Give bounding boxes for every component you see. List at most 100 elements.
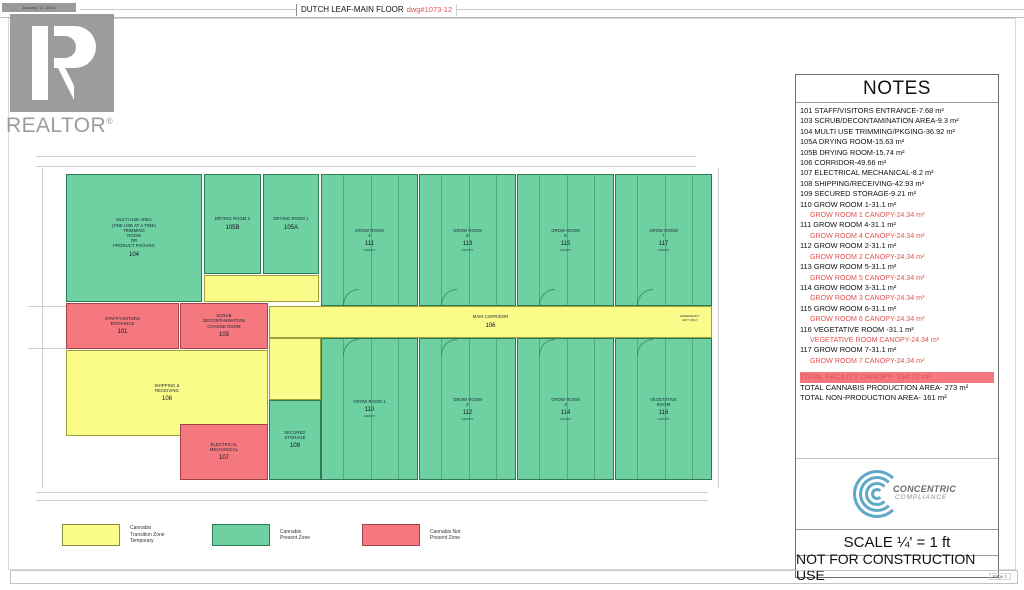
room-partition-line bbox=[441, 339, 443, 479]
legend-label-line: Cannabis bbox=[130, 525, 152, 532]
dimension-line-bottom-2 bbox=[36, 500, 708, 501]
scale-note: SCALE ¼' = 1 ft bbox=[796, 530, 998, 556]
room-103[interactable]: SCRUB DECONTAMINATION CHANGE ROOM 103 bbox=[180, 303, 268, 349]
room-105A[interactable]: DRYING ROOM 1 105A bbox=[263, 174, 319, 274]
page-footer-strip: Page 1 bbox=[10, 570, 1018, 584]
dimension-line-bottom bbox=[36, 492, 708, 493]
room-partition-line bbox=[539, 339, 541, 479]
room-partition-line bbox=[370, 339, 372, 479]
note-room: 112 GROW ROOM 2-31.1 m² bbox=[800, 241, 897, 251]
room-partition-line bbox=[691, 175, 693, 305]
room-109[interactable]: SECURED STORAGE 109 bbox=[269, 400, 321, 480]
exterior-entry-walk bbox=[28, 306, 66, 307]
note-room: 109 SECURED STORAGE-9.21 m² bbox=[800, 189, 917, 199]
room-label: MAIN CORRIDOR bbox=[472, 314, 509, 320]
drawing-header-bar: January 11, 2021 DUTCH LEAF-MAIN FLOOR dw… bbox=[0, 0, 1024, 18]
room-partition-line bbox=[664, 339, 666, 479]
room-label: VEGETATIVE ROOM bbox=[650, 396, 677, 407]
note-canopy: VEGETATIVE ROOM CANOPY-24.34 m² bbox=[810, 335, 940, 344]
canopy-label: CANOPY bbox=[657, 248, 670, 252]
note-room: 117 GROW ROOM 7-31.1 m² bbox=[800, 345, 897, 355]
room-107[interactable]: ELECTRICAL MECHANICAL 107 bbox=[180, 424, 268, 480]
note-canopy: GROW ROOM 7 CANOPY-24.34 m² bbox=[810, 356, 925, 365]
room-partition-line bbox=[495, 339, 497, 479]
realtor-wordmark: REALTOR® bbox=[6, 114, 130, 138]
room-number: 116 bbox=[658, 410, 669, 416]
canopy-label: CANOPY bbox=[461, 248, 474, 252]
room-108[interactable]: SHIPPING & RECEIVING 108 bbox=[66, 350, 268, 436]
door-swing-arc bbox=[539, 339, 556, 355]
note-room: 106 CORRIDOR-49.66 m² bbox=[800, 158, 887, 168]
note-total: TOTAL CANNABIS PRODUCTION AREA- 273 m² bbox=[800, 382, 969, 392]
canopy-label: CANOPY bbox=[559, 248, 572, 252]
room-label: GROW ROOM 1 bbox=[353, 399, 386, 405]
floor-plan-drawing: MULTI USE AREA (ONE USE AT A TIME) TRIMM… bbox=[28, 148, 728, 508]
note-canopy: GROW ROOM 6 CANOPY-24.34 m² bbox=[810, 315, 925, 324]
room-label: DRYING ROOM 2 bbox=[214, 216, 251, 222]
room-label: MULTI USE AREA (ONE USE AT A TIME) TRIMM… bbox=[111, 217, 157, 249]
drawing-number: dwg#1073-12 bbox=[406, 5, 453, 14]
legend-label-line: Transition Zone bbox=[130, 531, 165, 538]
room-corr-top[interactable] bbox=[204, 275, 319, 302]
note-room: 104 MULTI USE TRIMMING/PKGING-36.92 m² bbox=[800, 126, 955, 136]
logo-arc-inner bbox=[865, 482, 889, 506]
room-number: 114 bbox=[560, 410, 571, 416]
room-partition-line bbox=[441, 175, 443, 305]
dimension-line-top bbox=[36, 156, 696, 157]
room-number: 108 bbox=[161, 396, 172, 403]
note-canopy: GROW ROOM 1 CANOPY-24.34 m² bbox=[810, 211, 925, 220]
room-117[interactable]: GROW ROOM 7 117 CANOPY bbox=[615, 174, 712, 306]
room-partition-line bbox=[637, 339, 639, 479]
legend-label: Cannabis Present Zone bbox=[280, 529, 310, 542]
room-113[interactable]: GROW ROOM 5 113 CANOPY bbox=[419, 174, 516, 306]
room-114[interactable]: GROW ROOM 3 114 CANOPY bbox=[517, 338, 614, 480]
legend-label: Cannabis Transition Zone Temporary bbox=[130, 525, 165, 545]
room-115[interactable]: GROW ROOM 6 115 CANOPY bbox=[517, 174, 614, 306]
room-111[interactable]: GROW ROOM 4 111 CANOPY bbox=[321, 174, 418, 306]
room-106[interactable]: MAIN CORRIDOR 106 bbox=[269, 306, 712, 338]
note-room: 105B DRYING ROOM-15.74 m² bbox=[800, 147, 905, 157]
room-number: 105A bbox=[283, 224, 298, 231]
note-room: 110 GROW ROOM 1-31.1 m² bbox=[800, 199, 897, 209]
legend-swatch-red bbox=[362, 524, 420, 546]
room-number: 104 bbox=[128, 251, 139, 258]
room-104[interactable]: MULTI USE AREA (ONE USE AT A TIME) TRIMM… bbox=[66, 174, 202, 302]
room-116[interactable]: VEGETATIVE ROOM 116 CANOPY bbox=[615, 338, 712, 480]
dimension-line-left bbox=[42, 168, 43, 488]
room-partition-line bbox=[343, 339, 345, 479]
note-room: 107 ELECTRICAL MECHANICAL-8.2 m² bbox=[800, 168, 934, 178]
legend-swatch-yellow bbox=[62, 524, 120, 546]
exterior-entry-walk-2 bbox=[28, 348, 66, 349]
notes-panel: NOTES 101 STAFF/VISITORS ENTRANCE-7.68 m… bbox=[795, 74, 999, 583]
room-number: 117 bbox=[658, 241, 669, 247]
room-101[interactable]: STAFF/VISITORS ENTRANCE 101 bbox=[66, 303, 179, 349]
room-number: 106 bbox=[485, 322, 496, 329]
room-partition-line bbox=[397, 339, 399, 479]
legend-item-yellow: Cannabis Transition Zone Temporary bbox=[62, 524, 165, 546]
room-partition-line bbox=[495, 175, 497, 305]
room-corr-left[interactable] bbox=[269, 338, 321, 400]
room-number: 101 bbox=[117, 329, 128, 336]
room-number: 111 bbox=[364, 241, 375, 247]
legend-label-line: Cannabis Not bbox=[430, 528, 461, 535]
canopy-label: CANOPY bbox=[363, 414, 376, 419]
door-swing-arc bbox=[637, 289, 654, 305]
room-number: 112 bbox=[462, 410, 473, 416]
legend-label-line: Present Zone bbox=[280, 535, 311, 541]
room-105B[interactable]: DRYING ROOM 2 105B bbox=[204, 174, 261, 274]
room-label: GROW ROOM 2 bbox=[453, 396, 482, 407]
logo-brand-sub: COMPLIANCE bbox=[895, 494, 948, 501]
room-partition-line bbox=[468, 339, 470, 479]
note-room: 108 SHIPPING/RECEIVING-42.93 m² bbox=[800, 178, 925, 188]
page-number: Page 1 bbox=[988, 573, 1011, 580]
drawing-title: DUTCH LEAF-MAIN FLOOR dwg#1073-12 bbox=[296, 4, 458, 16]
note-canopy: GROW ROOM 3 CANOPY-24.34 m² bbox=[810, 294, 925, 303]
room-label: SCRUB DECONTAMINATION CHANGE ROOM bbox=[203, 313, 245, 329]
drawing-title-text: DUTCH LEAF-MAIN FLOOR bbox=[301, 5, 404, 14]
room-partition-line bbox=[468, 175, 470, 305]
room-label: STAFF/VISITORS ENTRANCE bbox=[105, 315, 140, 326]
room-112[interactable]: GROW ROOM 2 112 CANOPY bbox=[419, 338, 516, 480]
legend-label-line: Temporary bbox=[130, 538, 154, 545]
room-partition-line bbox=[637, 175, 639, 305]
room-110[interactable]: GROW ROOM 1 110 CANOPY bbox=[321, 338, 418, 480]
